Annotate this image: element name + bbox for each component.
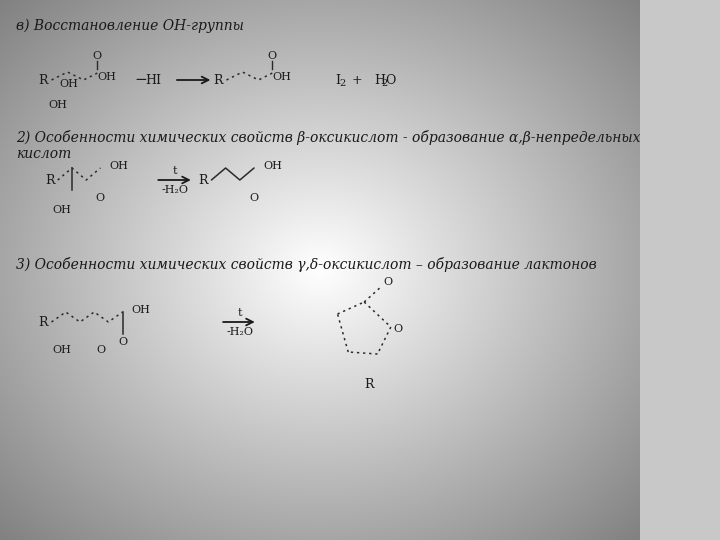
Text: OH: OH [53, 345, 71, 355]
Text: 2: 2 [382, 79, 388, 89]
Text: O: O [250, 193, 258, 203]
Text: R: R [39, 73, 48, 86]
Text: OH: OH [48, 100, 67, 110]
Text: O: O [386, 73, 396, 86]
Text: O: O [118, 337, 127, 347]
Text: HI: HI [145, 73, 161, 86]
Text: OH: OH [272, 72, 291, 82]
Text: OH: OH [53, 205, 71, 215]
Text: −: − [134, 73, 147, 87]
Text: t: t [173, 166, 177, 176]
Text: OH: OH [132, 305, 150, 315]
Text: t: t [238, 308, 242, 318]
Text: 2: 2 [340, 79, 346, 89]
Text: R: R [364, 377, 374, 390]
Text: -H₂O: -H₂O [226, 327, 253, 337]
Text: OH: OH [97, 72, 116, 82]
Text: O: O [393, 324, 402, 334]
Text: R: R [45, 173, 55, 186]
Text: OH: OH [60, 79, 78, 89]
Text: I: I [335, 73, 340, 86]
Text: O: O [96, 193, 105, 203]
Text: O: O [96, 345, 106, 355]
Text: H: H [374, 73, 384, 86]
Text: 2) Особенности химических свойств β-оксикислот - образование α,β-непредельных
ки: 2) Особенности химических свойств β-окси… [16, 130, 641, 161]
Text: +: + [352, 73, 362, 86]
Text: 3) Особенности химических свойств γ,δ-оксикислот – образование лактонов: 3) Особенности химических свойств γ,δ-ок… [16, 257, 597, 272]
Text: R: R [214, 73, 223, 86]
Text: O: O [384, 277, 392, 287]
Text: в) Восстановление ОН-группы: в) Восстановление ОН-группы [16, 19, 244, 33]
Text: R: R [39, 315, 48, 328]
Text: O: O [267, 51, 276, 61]
Text: O: O [92, 51, 102, 61]
Text: OH: OH [109, 161, 128, 171]
Text: R: R [199, 173, 208, 186]
Text: OH: OH [263, 161, 282, 171]
Text: -H₂O: -H₂O [161, 185, 189, 195]
